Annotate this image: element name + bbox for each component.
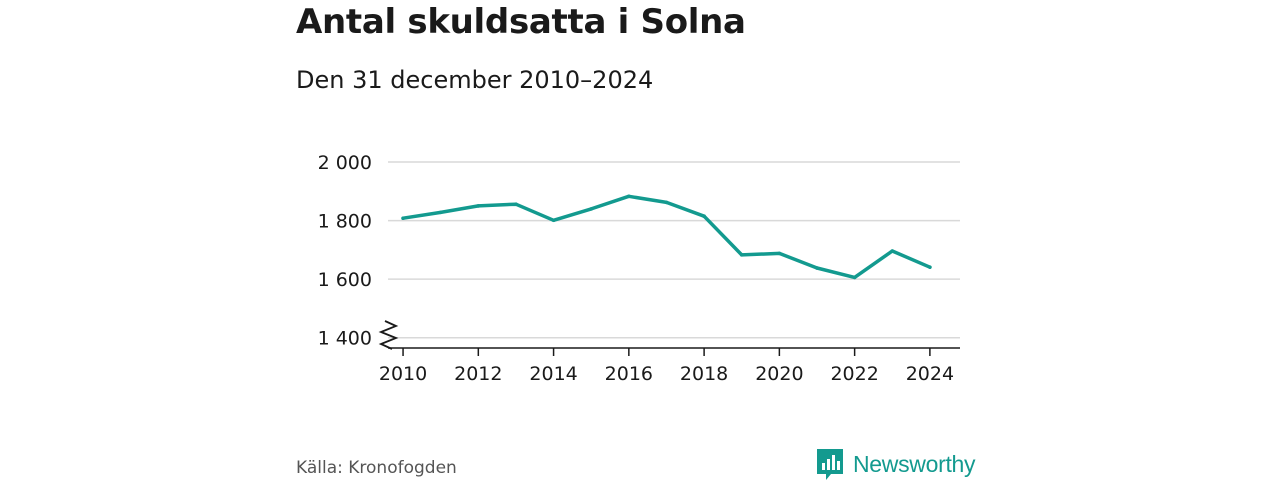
x-tick-label: 2012 (454, 363, 502, 385)
newsworthy-logo-icon (817, 449, 843, 480)
y-tick-label: 1 400 (318, 328, 372, 350)
x-tick-label: 2022 (830, 363, 878, 385)
source-note: Källa: Kronofogden (296, 458, 457, 478)
x-tick-label: 2016 (605, 363, 653, 385)
data-point (551, 218, 556, 223)
chart-title: Antal skuldsatta i Solna (296, 2, 746, 42)
data-point (702, 214, 706, 218)
series-line (401, 194, 932, 280)
x-tick-label: 2014 (529, 363, 577, 385)
axis-break-icon (378, 320, 399, 350)
data-point (739, 253, 744, 257)
data-point (815, 266, 819, 270)
data-point (890, 249, 895, 253)
chart-subtitle: Den 31 december 2010–2024 (296, 66, 654, 94)
x-tick-label: 2024 (906, 363, 954, 385)
data-point (438, 210, 443, 215)
x-tick-label: 2010 (379, 363, 427, 385)
data-point (664, 200, 669, 205)
data-point (852, 275, 857, 280)
data-point (589, 207, 594, 211)
y-tick-label: 1 800 (318, 211, 372, 233)
data-point (476, 204, 481, 208)
data-point (777, 251, 782, 256)
data-point (928, 265, 932, 269)
x-tick-label: 2018 (680, 363, 728, 385)
data-point (401, 216, 405, 221)
x-tick-label: 2020 (755, 363, 803, 385)
data-point (514, 202, 518, 206)
brand-logo[interactable]: Newsworthy (815, 447, 976, 481)
brand-name: Newsworthy (853, 450, 976, 477)
y-tick-label: 1 600 (318, 269, 372, 291)
y-tick-label: 2 000 (318, 152, 372, 174)
data-point (627, 194, 631, 199)
